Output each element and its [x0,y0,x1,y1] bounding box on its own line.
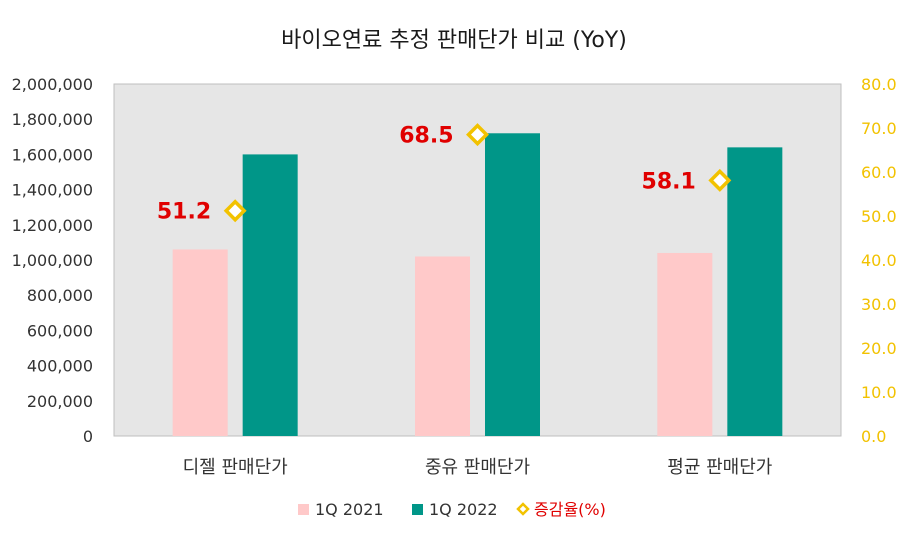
legend-1q-2021-label: 1Q 2021 [315,500,384,519]
y-axis-right: 0.0 10.0 20.0 30.0 40.0 50.0 60.0 70.0 80.0 [861,75,897,446]
y-right-tick-label: 80.0 [861,75,897,94]
growth-data-label: 51.2 [157,200,211,225]
y-left-tick-label: 2,000,000 [12,75,93,94]
y-left-tick-label: 0 [83,427,93,446]
y-right-tick-label: 40.0 [861,251,897,270]
bar-1q-2022 [485,133,540,436]
legend-growth-rate-swatch [516,502,530,516]
y-right-tick-label: 30.0 [861,295,897,314]
y-right-tick-label: 0.0 [861,427,886,446]
x-category-label: 디젤 판매단가 [183,457,288,478]
y-left-tick-label: 400,000 [27,357,93,376]
bars [172,133,783,437]
growth-marker [466,123,489,147]
growth-data-label: 58.1 [642,169,696,194]
legend: 1Q 2021 1Q 2022 증감율(%) [298,500,606,519]
legend-growth-rate-label: 증감율(%) [534,500,606,519]
bar-1q-2021 [172,249,228,436]
bar-1q-2021 [415,256,470,436]
bar-1q-2022 [727,147,783,437]
y-left-tick-label: 800,000 [27,286,93,305]
x-category-label: 중유 판매단가 [425,457,530,478]
y-left-tick-label: 600,000 [27,321,93,340]
bar-1q-2021 [657,252,713,436]
y-left-tick-label: 1,200,000 [12,216,93,235]
growth-marker [708,168,732,192]
x-axis-categories: 디젤 판매단가 중유 판매단가 평균 판매단가 [183,457,773,478]
legend-1q-2021-swatch [298,504,309,515]
y-left-tick-label: 1,600,000 [12,145,93,164]
y-right-tick-label: 70.0 [861,119,897,138]
chart-title: 바이오연료 추정 판매단가 비교 (YoY) [281,28,627,53]
y-right-tick-label: 10.0 [861,383,897,402]
bar-1q-2022 [242,154,298,436]
y-left-tick-label: 1,000,000 [12,251,93,270]
growth-data-label: 68.5 [399,124,453,149]
y-left-tick-label: 1,400,000 [12,181,93,200]
y-left-tick-label: 1,800,000 [12,110,93,129]
y-left-tick-label: 200,000 [27,392,93,411]
x-category-label: 평균 판매단가 [667,457,772,478]
growth-markers: 51.2 68.5 58.1 [157,123,732,225]
legend-1q-2022-label: 1Q 2022 [429,500,498,519]
y-right-tick-label: 20.0 [861,339,897,358]
y-axis-left: 0 200,000 400,000 600,000 800,000 1,000,000 1,… [12,75,93,446]
y-right-tick-label: 50.0 [861,207,897,226]
legend-1q-2022-swatch [412,504,423,515]
growth-marker [223,199,247,223]
y-right-tick-label: 60.0 [861,163,897,182]
